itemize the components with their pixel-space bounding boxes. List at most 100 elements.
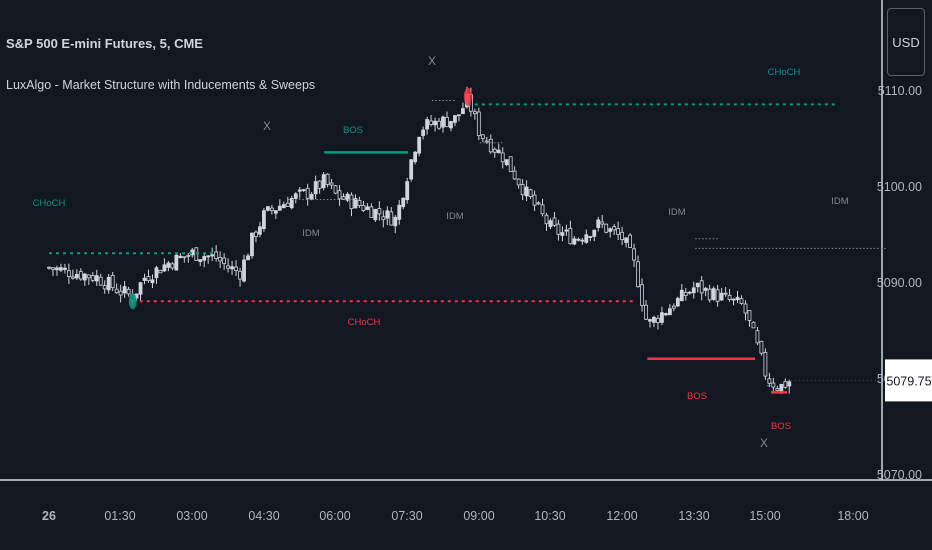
candle-body (273, 210, 278, 214)
structure-label: CHoCH (768, 67, 801, 78)
candle-body (297, 189, 302, 192)
candle-body (787, 381, 792, 387)
candle-body (584, 234, 589, 243)
candle-body (620, 231, 625, 241)
symbol-title: S&P 500 E-mini Futures, 5, CME (6, 36, 203, 51)
candle-body (449, 120, 453, 129)
candle-body (373, 209, 378, 221)
candle-body (210, 254, 215, 257)
candle-body (118, 290, 123, 296)
candle-body (767, 378, 772, 384)
candle-body (656, 317, 660, 323)
candle-body (377, 208, 382, 215)
candle-body (285, 202, 290, 207)
candle-body (715, 289, 720, 302)
time-tick-label: 01:30 (104, 509, 135, 523)
candle-body (600, 221, 605, 225)
candle-body (178, 255, 183, 259)
time-tick-label: 04:30 (248, 509, 279, 523)
candle-body (476, 111, 481, 136)
candle-body (250, 232, 254, 257)
candle-body (711, 288, 716, 300)
candle-body (687, 291, 692, 294)
candle-body (528, 189, 533, 197)
candle-body (258, 226, 262, 235)
candle-body (170, 263, 175, 269)
candle-body (671, 305, 676, 309)
candle-body (508, 156, 513, 172)
candle-body (166, 262, 171, 268)
candle-body (763, 352, 768, 377)
candle-body (532, 194, 537, 206)
candle-body (98, 276, 103, 286)
candle-body (580, 239, 585, 242)
candle-body (174, 254, 179, 271)
candle-body (441, 116, 445, 128)
candle-body (540, 204, 545, 215)
price-tick-label: 5110.00 (878, 84, 922, 98)
candle-body (262, 210, 266, 229)
candle-body (624, 237, 628, 243)
candle-body (548, 220, 553, 228)
candle-body (743, 303, 748, 314)
candle-body (397, 204, 402, 220)
candle-body (695, 282, 700, 288)
structure-label: IDM (302, 228, 320, 239)
candles (47, 86, 792, 395)
sweep-x-label: X (760, 436, 768, 450)
candle-body (496, 149, 501, 154)
candle-body (357, 200, 362, 206)
candle-body (333, 185, 338, 194)
candle-body (70, 276, 75, 279)
candle-body (560, 232, 565, 236)
candle-body (433, 120, 437, 126)
structure-label: CHoCH (33, 198, 66, 209)
candle-body (445, 116, 449, 128)
candle-body (425, 119, 430, 130)
candle-body (520, 184, 525, 196)
candle-body (771, 382, 776, 388)
candle-body (751, 321, 756, 329)
time-tick-label: 26 (42, 509, 56, 523)
candle-body (114, 288, 119, 294)
candle-body (401, 197, 406, 208)
candle-body (413, 151, 418, 163)
candle-body (82, 273, 87, 281)
candle-body (457, 114, 461, 117)
candle-body (660, 312, 664, 323)
candle-body (158, 269, 163, 274)
candle-body (417, 136, 422, 154)
candle-body (126, 288, 131, 295)
candle-body (775, 388, 780, 391)
candle-body (488, 138, 493, 153)
candle-body (309, 194, 314, 200)
candle-body (289, 198, 294, 209)
candle-body (628, 234, 632, 248)
candle-body (675, 297, 680, 307)
candle-body (731, 298, 736, 301)
candle-body (55, 267, 59, 271)
candle-body (556, 223, 561, 235)
candle-body (723, 292, 728, 295)
candle-body (683, 292, 688, 296)
candle-body (703, 287, 708, 291)
candle-body (47, 266, 51, 269)
candle-body (317, 180, 322, 189)
candle-body (691, 287, 696, 294)
candle-body (616, 228, 621, 235)
time-tick-label: 09:00 (463, 509, 494, 523)
candle-body (226, 265, 231, 269)
candle-body (361, 204, 366, 211)
price-tick-label: 5090.00 (877, 276, 922, 290)
time-tick-label: 13:30 (678, 509, 709, 523)
structure-label: CHoCH (348, 317, 381, 328)
currency-button[interactable]: USD (887, 8, 925, 76)
candle-body (719, 292, 724, 301)
structure-label: BOS (687, 391, 707, 402)
candle-body (783, 381, 788, 388)
price-tick-label: 5070.00 (877, 468, 922, 482)
candle-body (632, 248, 636, 261)
candle-body (230, 266, 234, 270)
time-tick-label: 06:00 (319, 509, 350, 523)
